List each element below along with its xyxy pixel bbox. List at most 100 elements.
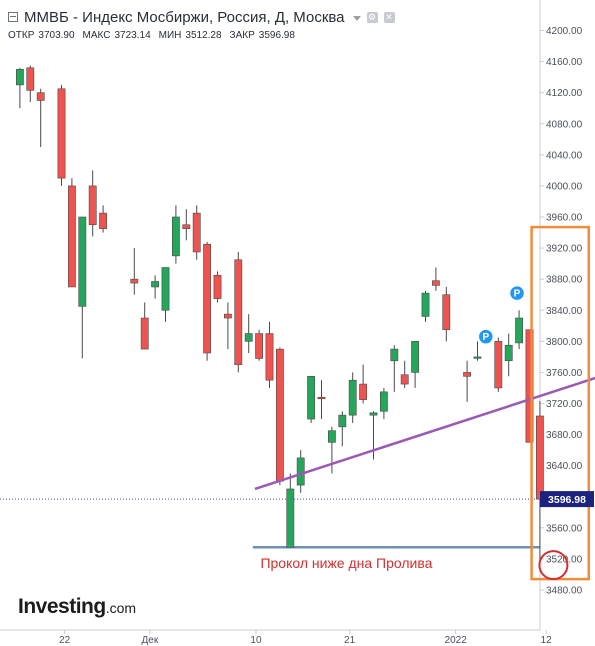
- ohlc-close-value: 3596.98: [258, 30, 295, 41]
- candle-body: [88, 185, 97, 226]
- candle-body: [265, 333, 274, 381]
- ohlc-close-label: ЗАКР: [229, 30, 255, 41]
- candle: [203, 241, 211, 361]
- y-tick-label: 4040.00: [546, 150, 583, 161]
- candle-body: [296, 457, 305, 486]
- candle-body: [224, 313, 232, 319]
- candle: [140, 302, 149, 350]
- candle-body: [182, 224, 191, 229]
- ohlc-high-label: МАКС: [82, 30, 111, 41]
- candle-body: [421, 292, 430, 317]
- ohlc-low-value: 3512.28: [185, 30, 222, 41]
- candle-body: [203, 243, 211, 354]
- candle-body: [348, 379, 357, 416]
- candle: [359, 364, 367, 404]
- candle: [379, 387, 388, 420]
- candle: [431, 267, 440, 291]
- candle: [99, 205, 107, 233]
- candle: [338, 411, 347, 447]
- candle-body: [275, 348, 284, 482]
- logo-name: Investing: [18, 595, 106, 618]
- close-icon[interactable]: ✕: [383, 11, 395, 23]
- candle-body: [379, 391, 388, 412]
- candle-body: [411, 341, 419, 373]
- candle-body: [234, 259, 243, 365]
- candle: [182, 209, 191, 241]
- candle-body: [338, 414, 347, 428]
- annotation-text: Прокол ниже дна Пролива: [260, 555, 432, 571]
- candle-body: [68, 185, 76, 288]
- candle: [265, 321, 274, 388]
- candle: [535, 401, 544, 565]
- candle-body: [244, 333, 253, 342]
- ohlc-low-label: МИН: [158, 30, 182, 41]
- y-tick-label: 3720.00: [546, 399, 583, 410]
- candle-body: [442, 294, 451, 330]
- y-tick-label: 3480.00: [546, 586, 583, 597]
- candle: [390, 345, 399, 392]
- candle: [224, 302, 232, 350]
- event-marker: P: [508, 284, 526, 302]
- candle-body: [504, 344, 513, 362]
- candle-body: [359, 383, 367, 400]
- y-tick-label: 3920.00: [546, 244, 583, 255]
- candle-body: [535, 415, 544, 500]
- circle-marker: [538, 550, 569, 581]
- chevron-down-icon[interactable]: [352, 15, 361, 21]
- candle: [151, 275, 159, 299]
- gear-icon[interactable]: ⚙: [366, 11, 378, 23]
- x-tick-label: 2022: [445, 635, 468, 646]
- investing-logo: Investing.com: [18, 595, 136, 619]
- current-price-badge: [540, 491, 594, 508]
- candle-body: [431, 280, 440, 286]
- candle-body: [15, 69, 24, 86]
- candle: [421, 290, 430, 322]
- y-tick-label: 4080.00: [546, 119, 583, 130]
- candle-body: [525, 329, 534, 443]
- candle: [78, 216, 87, 359]
- candle: [68, 178, 76, 288]
- candle: [411, 341, 419, 388]
- candle: [296, 450, 305, 493]
- x-tick-label: 10: [250, 635, 262, 646]
- candle: [525, 329, 534, 443]
- candle: [473, 341, 482, 361]
- candle-body: [57, 88, 66, 179]
- candle-body: [286, 488, 295, 548]
- candle-body: [130, 278, 139, 284]
- candle: [348, 372, 357, 423]
- y-tick-label: 3840.00: [546, 306, 583, 317]
- y-tick-label: 4000.00: [546, 181, 583, 192]
- candle-body: [255, 333, 263, 359]
- candle-body: [400, 374, 409, 385]
- candle: [463, 360, 471, 402]
- highlight-box: [530, 225, 591, 581]
- candle-body: [369, 412, 378, 416]
- x-tick-label: 12: [541, 635, 553, 646]
- ohlc-open-value: 3703.90: [38, 30, 75, 41]
- ohlc-high-value: 3723.14: [114, 30, 151, 41]
- y-tick-label: 4160.00: [546, 57, 583, 68]
- candle-body: [140, 317, 149, 350]
- candle-body: [78, 216, 87, 307]
- y-tick-label: 4200.00: [546, 26, 583, 37]
- y-tick-label: 3880.00: [546, 275, 583, 286]
- y-tick-label: 3800.00: [546, 337, 583, 348]
- candle-body: [473, 356, 482, 359]
- candle: [161, 267, 170, 322]
- chart-title: ММВБ - Индекс Мосбиржи, Россия, Д, Москв…: [24, 8, 345, 26]
- collapse-icon[interactable]: [8, 12, 18, 22]
- chart-header: ММВБ - Индекс Мосбиржи, Россия, Д, Москв…: [8, 6, 528, 50]
- x-tick-label: 21: [344, 635, 356, 646]
- trend-line: [254, 376, 595, 491]
- candle-body: [36, 92, 45, 101]
- candle: [192, 205, 201, 260]
- candle: [130, 248, 139, 295]
- candle: [286, 473, 295, 548]
- candle-body: [515, 317, 523, 344]
- x-tick-label: 22: [59, 635, 71, 646]
- ohlc-open-label: ОТКР: [8, 30, 35, 41]
- candle: [172, 205, 180, 264]
- y-tick-label: 3960.00: [546, 213, 583, 224]
- candle-body: [390, 348, 399, 362]
